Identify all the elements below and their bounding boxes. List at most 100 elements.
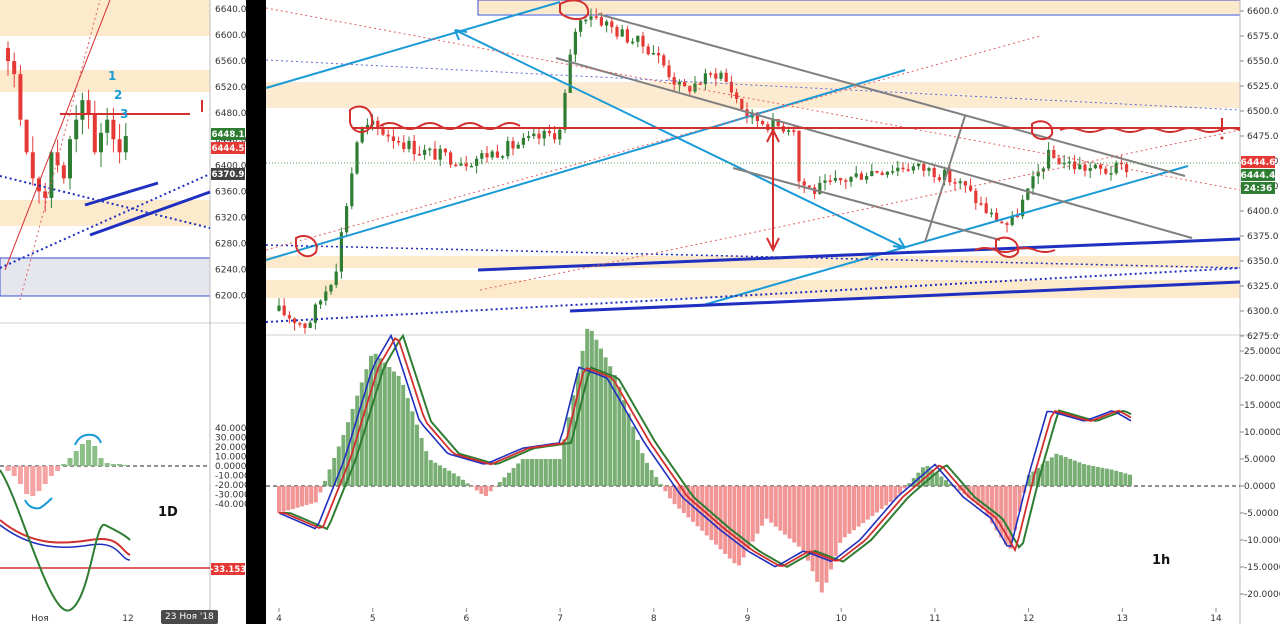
candle-body [527, 136, 531, 138]
candle-body [943, 169, 947, 181]
price-tick-label: 6500.0 [1247, 107, 1279, 117]
histogram-bar [893, 486, 898, 499]
histogram-bar [957, 486, 962, 491]
support-line-dotted [0, 175, 211, 229]
histogram-bar [92, 446, 98, 466]
candle-body [313, 304, 317, 323]
histogram-bar [36, 466, 42, 491]
candle-body [787, 130, 791, 132]
candle-body [579, 20, 583, 32]
histogram-bar [1068, 458, 1073, 486]
candle-body [714, 73, 718, 79]
histogram-bar [382, 362, 387, 486]
candle-body [1000, 221, 1004, 224]
wave-label: 1 [108, 69, 116, 83]
histogram-bar [1086, 465, 1091, 486]
histogram-bar [1118, 472, 1123, 486]
osc-tick-label: 40.0000 [215, 424, 252, 434]
candle-body [402, 142, 406, 150]
candle-body [641, 35, 645, 47]
candle-body [823, 180, 827, 183]
candle-body [298, 323, 302, 325]
candle-body [859, 173, 863, 180]
fib-line-red [19, 0, 101, 301]
fib-line-red [265, 35, 1041, 251]
histogram-bar [67, 458, 73, 466]
candle-body [917, 163, 921, 167]
histogram-bar [672, 486, 677, 505]
histogram-bar [507, 472, 511, 486]
histogram-bar [635, 439, 640, 486]
candle-body [99, 132, 103, 153]
candle-body [797, 130, 801, 182]
price-tick-label: 6400.0 [1247, 207, 1279, 217]
candle-body [381, 127, 385, 135]
candle-body [849, 176, 853, 182]
candle-body [1093, 164, 1097, 169]
candle-body [391, 136, 395, 142]
candle-body [350, 173, 354, 207]
candle-body [1062, 162, 1066, 165]
histogram-bar [944, 480, 948, 486]
histogram-bar [589, 330, 594, 486]
price-zone [0, 70, 210, 92]
candle-body [1099, 164, 1103, 169]
histogram-bar [985, 486, 990, 517]
histogram-bar [783, 486, 787, 535]
price-tick-label: 6600.0 [1247, 7, 1279, 17]
price-zone [266, 256, 1240, 268]
x-tick-label: 8 [651, 614, 657, 624]
histogram-bar [847, 486, 852, 534]
candle-body [537, 133, 541, 139]
histogram-bar [465, 483, 470, 486]
histogram-bar [1063, 457, 1068, 486]
candle-body [807, 185, 811, 188]
candle-body [6, 48, 10, 62]
candle-body [433, 148, 437, 160]
x-tick-label: 11 [929, 614, 940, 624]
price-zone-blue [0, 257, 211, 297]
histogram-bar [11, 466, 17, 476]
channel-line-gray [597, 13, 1186, 177]
price-tick-label: 6360.0 [215, 187, 247, 197]
candle-body [865, 176, 869, 180]
histogram-bar [571, 395, 576, 486]
histogram-bar [999, 486, 1004, 538]
osc-tick-label: -40.0000 [215, 500, 256, 510]
candle-body [329, 285, 333, 292]
mark-blue [74, 433, 102, 446]
osc-tick-label: -10.0000 [215, 472, 256, 482]
left-date-tag: 23 Ноя '18 [161, 610, 218, 624]
histogram-bar [631, 426, 636, 486]
candle-body [319, 300, 323, 305]
price-tag-label: 6444.5 [212, 144, 245, 154]
histogram-bar [1105, 468, 1109, 486]
candle-body [755, 112, 759, 122]
histogram-bar [778, 486, 783, 531]
candle-body [688, 86, 692, 92]
histogram-bar [727, 486, 732, 559]
histogram-bar [1026, 475, 1031, 486]
support-line-dotted [0, 173, 211, 269]
histogram-bar [396, 375, 401, 486]
candle-body [1083, 164, 1087, 171]
histogram-bar [594, 339, 599, 486]
histogram-bar [576, 373, 580, 486]
x-tick-label: 9 [745, 614, 751, 624]
candle-body [105, 119, 110, 133]
candle-body [511, 141, 515, 149]
squiggle-red [379, 122, 521, 130]
histogram-bar [585, 328, 590, 486]
candle-body [558, 129, 562, 140]
arrow-head-blue [454, 29, 468, 41]
histogram-bar [1114, 470, 1119, 486]
candle-body [615, 27, 619, 37]
candle-body [563, 92, 567, 130]
candle-body [339, 232, 343, 272]
histogram-bar [980, 486, 985, 510]
channel-line-gray [732, 167, 1001, 241]
candle-body [1104, 168, 1108, 174]
candle-body [745, 109, 749, 118]
histogram-bar [461, 479, 465, 486]
candle-body [885, 171, 889, 175]
